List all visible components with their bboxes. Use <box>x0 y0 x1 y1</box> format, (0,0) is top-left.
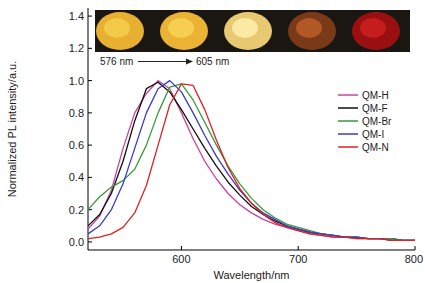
y-tick-label: 1.2 <box>69 42 84 54</box>
y-tick-label: 0.8 <box>69 107 84 119</box>
series-line <box>88 81 415 241</box>
y-tick-label: 0.0 <box>69 236 84 248</box>
legend-swatch <box>338 133 358 135</box>
sample-photo <box>160 12 208 50</box>
annotation: 576 nm <box>100 56 133 67</box>
plot-lines <box>88 81 415 241</box>
annotation: 605 nm <box>196 56 229 67</box>
y-tick-label: 0.4 <box>69 171 84 183</box>
y-tick <box>88 80 92 81</box>
y-tick <box>88 48 92 49</box>
series-line <box>88 84 415 240</box>
sample-photo <box>96 12 144 50</box>
y-tick <box>88 112 92 113</box>
x-tick <box>181 246 182 250</box>
legend-label: QM-N <box>362 142 389 153</box>
legend-swatch <box>338 120 358 122</box>
legend-label: QM-H <box>362 90 389 101</box>
chart: 0.0 0.2 0.4 0.6 0.8 1.0 1.2 1.4 600 700 800 Wavelen… <box>0 0 425 283</box>
x-tick <box>415 246 416 250</box>
series-line <box>88 82 415 240</box>
y-tick-label: 1.4 <box>69 10 84 22</box>
series-line <box>88 84 415 240</box>
y-tick <box>88 241 92 242</box>
legend-swatch <box>338 107 358 109</box>
legend-label: QM-I <box>362 129 384 140</box>
sample-highlight <box>168 18 194 38</box>
y-axis <box>88 8 89 250</box>
sample-highlight <box>360 18 386 38</box>
x-tick <box>298 246 299 250</box>
y-tick <box>88 177 92 178</box>
sample-photo <box>288 12 336 50</box>
x-tick-label: 600 <box>172 253 190 265</box>
y-tick-label: 1.0 <box>69 75 84 87</box>
x-axis-label: Wavelength/nm <box>213 269 289 281</box>
y-tick-label: 0.2 <box>69 204 84 216</box>
arrow <box>138 61 186 62</box>
legend-swatch <box>338 146 358 148</box>
legend-label: QM-Br <box>362 116 392 127</box>
legend-label: QM-F <box>362 103 388 114</box>
sample-highlight <box>232 18 258 38</box>
sample-photo <box>352 12 400 50</box>
series-line <box>88 81 415 241</box>
annotation-bg <box>95 54 233 68</box>
x-tick-label: 800 <box>405 253 423 265</box>
inset-photo <box>95 10 410 52</box>
legend-swatch <box>338 94 358 96</box>
x-tick-label: 700 <box>289 253 307 265</box>
y-tick <box>88 16 92 17</box>
sample-highlight <box>296 18 322 38</box>
y-tick-label: 0.6 <box>69 139 84 151</box>
y-axis-label: Normalized PL intensity/a.u. <box>6 61 18 198</box>
sample-photo <box>224 12 272 50</box>
y-tick <box>88 145 92 146</box>
x-axis <box>88 250 415 251</box>
sample-highlight <box>104 18 130 38</box>
arrow-head <box>186 59 193 65</box>
